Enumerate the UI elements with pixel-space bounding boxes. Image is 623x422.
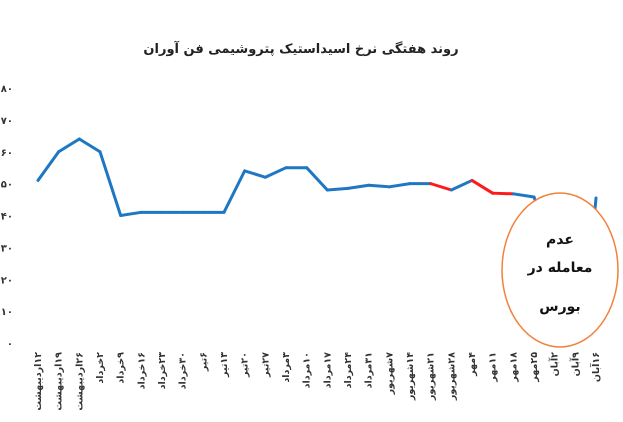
x-tick-label: ۲۳خرداد <box>157 352 168 390</box>
y-tick-label: ۳۰ <box>1 243 13 254</box>
x-tick-label: ۲۰تیر <box>240 352 251 378</box>
annotation-text: معامله در <box>527 260 593 276</box>
x-tick-label: ۱۶آبان <box>589 352 602 382</box>
y-axis-ticks: ۰ ۱۰ ۲۰ ۳۰ ۴۰ ۵۰ ۶۰ ۷۰ ۸۰ <box>1 84 13 350</box>
annotation-ellipse <box>501 192 619 348</box>
y-tick-label: ۰ <box>7 339 13 350</box>
series-lines <box>36 137 598 222</box>
line-segment <box>57 137 81 154</box>
line-segment <box>346 183 371 190</box>
x-tick-label: ۱۷مرداد <box>322 352 333 389</box>
no-trade-annotation: عدم معامله در بورس <box>501 192 619 348</box>
y-tick-label: ۷۰ <box>1 116 13 127</box>
line-segment <box>449 178 474 192</box>
y-tick-label: ۱۰ <box>1 307 13 318</box>
x-tick-label: ۲آبان <box>548 352 561 377</box>
x-tick-label: ۴مهر <box>467 352 478 377</box>
line-segment <box>222 169 247 214</box>
line-segment <box>325 186 350 192</box>
x-tick-label: ۲۴مرداد <box>343 352 354 389</box>
x-tick-label: ۳مرداد <box>281 352 292 383</box>
x-axis-ticks: ۱۲اردیبهشت ۱۹اردیبهشت ۲۶اردیبهشت ۲خرداد ۹خرد… <box>33 352 602 411</box>
line-segment <box>243 169 267 179</box>
x-tick-label: ۱۴شهریور <box>405 352 416 401</box>
line-segment <box>77 137 102 154</box>
x-tick-label: ۷شهریور <box>384 352 395 396</box>
annotation-text: بورس <box>539 299 580 315</box>
y-tick-label: ۶۰ <box>1 148 13 159</box>
line-segment <box>36 150 61 182</box>
chart-title: روند هفتگی نرخ اسیداستیک پتروشیمی فن آور… <box>143 40 458 57</box>
x-tick-label: ۱۰مرداد <box>302 352 313 388</box>
x-tick-label: ۶تیر <box>198 352 209 372</box>
line-segment <box>511 192 536 199</box>
line-segment <box>98 150 123 217</box>
x-tick-label: ۱۲اردیبهشت <box>33 352 44 411</box>
line-segment <box>491 191 515 196</box>
line-segment <box>305 166 329 192</box>
line-segment <box>429 182 453 192</box>
y-tick-label: ۸۰ <box>1 84 13 95</box>
x-tick-label: ۲۸شهریور <box>446 352 457 401</box>
x-tick-label: ۱۸مهر <box>508 352 519 383</box>
y-tick-label: ۵۰ <box>1 180 13 191</box>
y-tick-label: ۴۰ <box>1 212 13 223</box>
y-tick-label: ۲۰ <box>1 275 13 286</box>
x-tick-label: ۲خرداد <box>95 352 106 384</box>
line-segment <box>263 166 288 179</box>
x-tick-label: ۲۱شهریور <box>426 352 437 401</box>
x-tick-label: ۲۷تیر <box>260 352 271 378</box>
line-segment <box>470 178 495 195</box>
x-tick-label: ۱۱مهر <box>488 352 499 383</box>
line-segment <box>119 210 143 217</box>
x-tick-label: ۲۶اردیبهشت <box>74 352 85 411</box>
line-segment <box>387 182 412 189</box>
x-tick-label: ۳۰خرداد <box>178 352 189 389</box>
x-tick-label: ۳۱مرداد <box>364 352 375 388</box>
x-tick-label: ۱۹اردیبهشت <box>54 352 65 411</box>
x-tick-label: ۱۶خرداد <box>136 352 147 389</box>
x-tick-label: ۲۵مهر <box>529 352 540 383</box>
x-tick-label: ۱۳تیر <box>219 352 230 378</box>
x-tick-label: ۹آبان <box>568 352 581 377</box>
x-tick-label: ۹خرداد <box>116 352 127 384</box>
annotation-text: عدم <box>546 232 574 248</box>
line-segment <box>367 183 391 189</box>
